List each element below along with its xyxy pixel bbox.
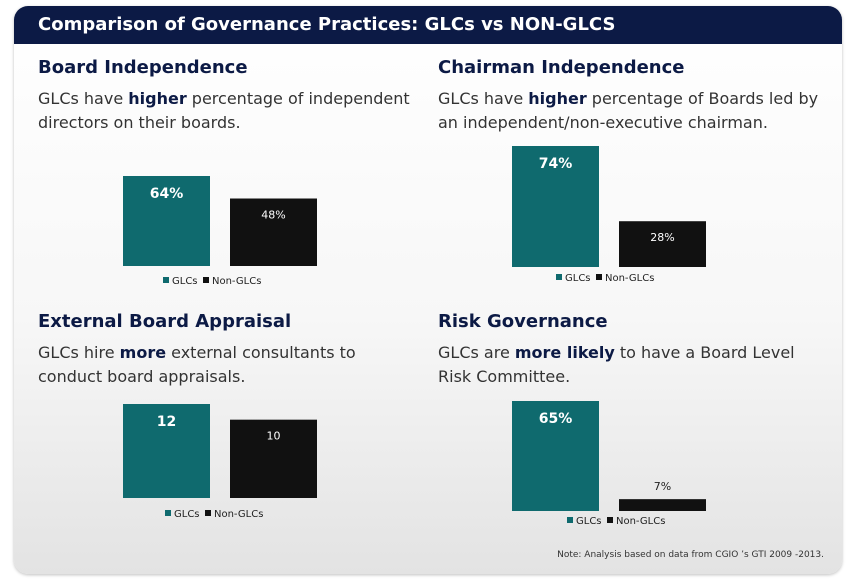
bar-glc-4 bbox=[512, 401, 599, 511]
source-note: Note: Analysis based on data from CGIO ’… bbox=[557, 550, 824, 560]
data-label-glc-2: 74% bbox=[539, 156, 573, 172]
panel-desc-chairman-independence: GLCs have higher percentage of Boards le… bbox=[438, 89, 819, 132]
panel-heading-external-board-appraisal: External Board Appraisal bbox=[38, 311, 292, 332]
legend-label-glc-1: GLCs bbox=[172, 276, 198, 287]
legend-label-non-glc-4: Non-GLCs bbox=[616, 516, 665, 527]
data-label-glc-4: 65% bbox=[539, 411, 573, 427]
bar-non-glc-4 bbox=[619, 499, 706, 511]
legend-label-glc-4: GLCs bbox=[576, 516, 602, 527]
legend-label-glc-3: GLCs bbox=[174, 509, 200, 520]
data-label-glc-3: 12 bbox=[157, 414, 176, 430]
legend-swatch-glc-4 bbox=[567, 517, 573, 523]
legend-swatch-non-glc-1 bbox=[203, 277, 209, 283]
legend-swatch-non-glc-3 bbox=[205, 510, 211, 516]
panel-heading-risk-governance: Risk Governance bbox=[438, 311, 608, 332]
legend-swatch-non-glc-2 bbox=[596, 274, 602, 280]
data-label-glc-1: 64% bbox=[150, 186, 184, 202]
legend-swatch-glc-2 bbox=[556, 274, 562, 280]
data-label-non-glc-1: 48% bbox=[261, 209, 285, 222]
panel-heading-board-independence: Board Independence bbox=[38, 57, 248, 78]
data-label-non-glc-3: 10 bbox=[267, 430, 281, 443]
panel-desc-external-board-appraisal: GLCs hire more external consultants to c… bbox=[38, 343, 356, 386]
bar-non-glc-1 bbox=[230, 198, 317, 266]
legend-label-non-glc-2: Non-GLCs bbox=[605, 273, 654, 284]
bar-non-glc-3 bbox=[230, 419, 317, 498]
legend-label-non-glc-1: Non-GLCs bbox=[212, 276, 261, 287]
data-label-non-glc-4: 7% bbox=[654, 480, 671, 493]
bar-glc-2 bbox=[512, 146, 599, 267]
data-label-non-glc-2: 28% bbox=[650, 231, 674, 244]
bar-glc-3 bbox=[123, 404, 210, 498]
panel-desc-risk-governance: GLCs are more likely to have a Board Lev… bbox=[438, 343, 795, 386]
page-title: Comparison of Governance Practices: GLCs… bbox=[14, 6, 842, 44]
bar-non-glc-2 bbox=[619, 221, 706, 267]
legend-label-non-glc-3: Non-GLCs bbox=[214, 509, 263, 520]
bar-glc-1 bbox=[123, 176, 210, 266]
legend-swatch-non-glc-4 bbox=[607, 517, 613, 523]
legend-swatch-glc-3 bbox=[165, 510, 171, 516]
panel-heading-chairman-independence: Chairman Independence bbox=[438, 57, 685, 78]
panel-desc-board-independence: GLCs have higher percentage of independe… bbox=[38, 89, 410, 132]
legend-swatch-glc-1 bbox=[163, 277, 169, 283]
legend-label-glc-2: GLCs bbox=[565, 273, 591, 284]
